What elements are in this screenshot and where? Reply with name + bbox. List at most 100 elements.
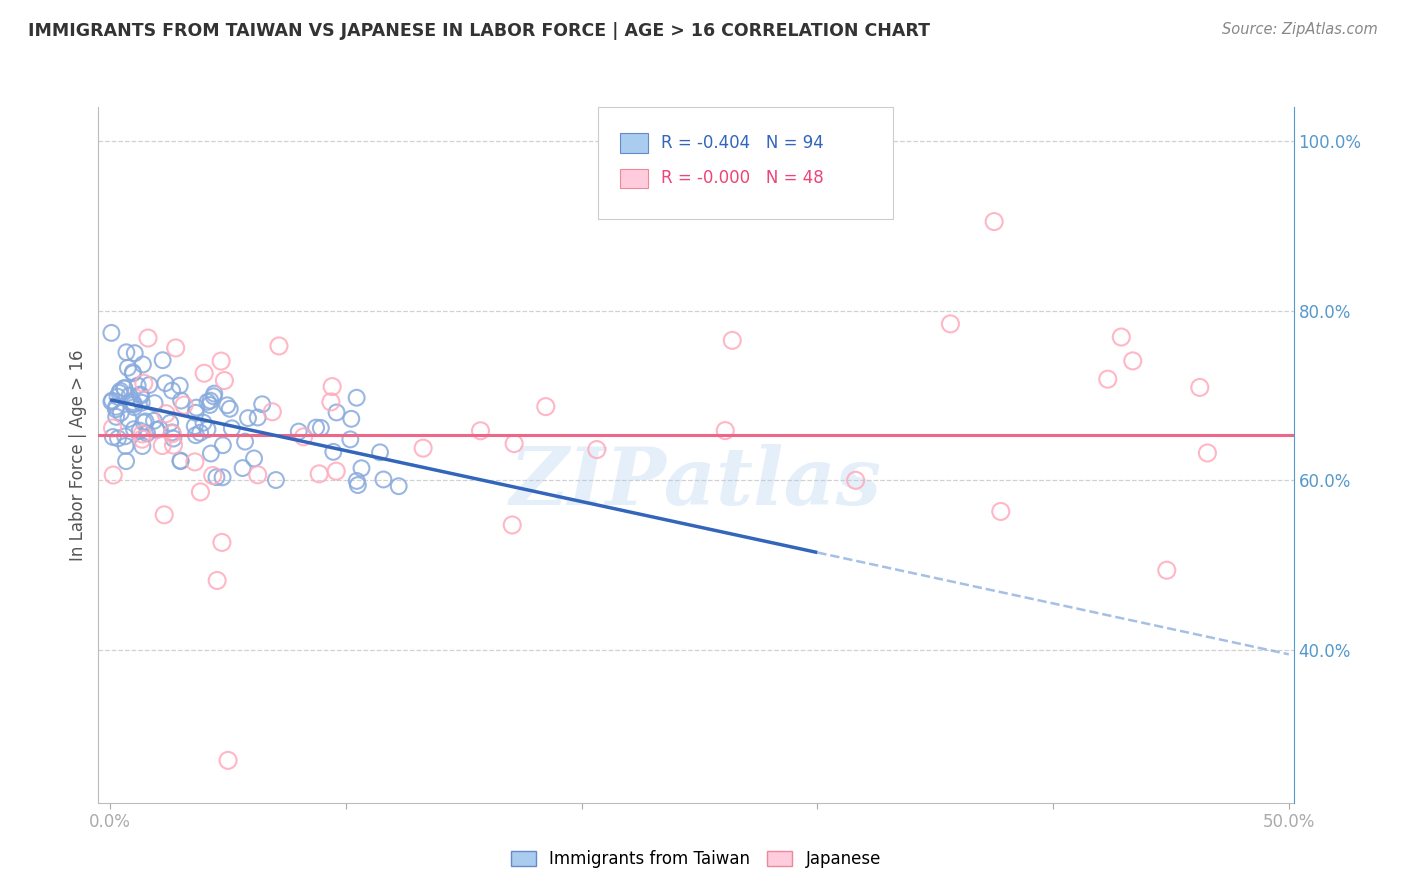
Point (170, 393, 193, 408)
Point (129, 387, 152, 401)
Point (305, 420, 328, 434)
Point (160, 425, 183, 440)
Point (388, 479, 411, 493)
Point (108, 385, 131, 400)
Point (214, 374, 236, 388)
Point (212, 438, 235, 452)
Point (585, 442, 607, 457)
Point (104, 402, 127, 417)
Point (114, 429, 136, 443)
Point (845, 473, 868, 487)
Point (373, 473, 395, 487)
Point (115, 454, 138, 468)
Point (243, 451, 266, 466)
Point (211, 470, 233, 484)
Point (184, 419, 207, 434)
Point (939, 317, 962, 331)
Point (114, 381, 136, 395)
Point (122, 397, 145, 411)
Text: ZIPatlas: ZIPatlas (510, 444, 882, 522)
Point (131, 395, 153, 409)
Point (184, 455, 207, 469)
Point (503, 436, 526, 450)
Point (117, 360, 139, 375)
Point (236, 411, 259, 425)
Point (132, 376, 155, 391)
Point (1197, 446, 1219, 460)
Point (983, 214, 1005, 228)
Point (138, 378, 160, 392)
Point (319, 395, 342, 409)
Point (990, 504, 1012, 518)
Point (321, 379, 343, 393)
Text: Source: ZipAtlas.com: Source: ZipAtlas.com (1222, 22, 1378, 37)
Point (198, 398, 221, 412)
Point (150, 438, 173, 452)
Point (112, 381, 135, 395)
Point (412, 441, 434, 455)
Y-axis label: In Labor Force | Age > 16: In Labor Force | Age > 16 (69, 349, 87, 561)
Text: IMMIGRANTS FROM TAIWAN VS JAPANESE IN LABOR FORCE | AGE > 16 CORRELATION CHART: IMMIGRANTS FROM TAIWAN VS JAPANESE IN LA… (28, 22, 931, 40)
Point (135, 414, 157, 428)
Point (115, 345, 138, 359)
Point (368, 445, 391, 459)
Point (122, 367, 145, 381)
Point (233, 434, 256, 449)
Point (201, 468, 224, 483)
Text: R = -0.000   N = 48: R = -0.000 N = 48 (661, 169, 824, 187)
Point (159, 416, 181, 430)
Point (162, 432, 184, 446)
Point (309, 421, 332, 435)
Point (131, 426, 153, 441)
Point (105, 400, 128, 414)
Point (1097, 372, 1119, 386)
Point (173, 398, 195, 412)
Point (155, 407, 177, 421)
Point (501, 518, 523, 533)
Point (200, 393, 222, 408)
Point (131, 432, 153, 446)
Point (205, 574, 228, 588)
Point (122, 422, 145, 436)
Point (193, 416, 215, 430)
Point (169, 454, 191, 468)
Point (110, 406, 132, 420)
Point (346, 474, 368, 488)
Point (721, 334, 744, 348)
Point (149, 422, 172, 436)
Point (132, 416, 155, 430)
Point (124, 346, 146, 360)
Point (267, 339, 290, 353)
Point (325, 464, 347, 478)
Point (165, 341, 187, 355)
Point (232, 461, 254, 475)
Point (264, 473, 287, 487)
Point (127, 378, 149, 392)
Point (714, 424, 737, 438)
Point (209, 354, 232, 368)
Point (101, 393, 124, 408)
Point (184, 406, 207, 420)
Point (193, 366, 215, 380)
Point (218, 401, 240, 416)
Point (262, 405, 284, 419)
Point (202, 386, 225, 401)
Point (117, 412, 139, 426)
Point (221, 421, 243, 435)
Point (211, 535, 233, 549)
Point (121, 397, 143, 411)
Point (190, 484, 212, 499)
Point (101, 421, 124, 435)
Point (197, 395, 219, 409)
Point (128, 424, 150, 438)
Point (153, 508, 176, 522)
Point (122, 401, 145, 415)
Point (1111, 330, 1133, 344)
Point (169, 378, 191, 392)
Point (100, 326, 122, 340)
Point (200, 446, 222, 460)
Point (143, 396, 166, 410)
Point (1188, 380, 1211, 394)
Point (145, 423, 167, 437)
Point (152, 353, 174, 368)
